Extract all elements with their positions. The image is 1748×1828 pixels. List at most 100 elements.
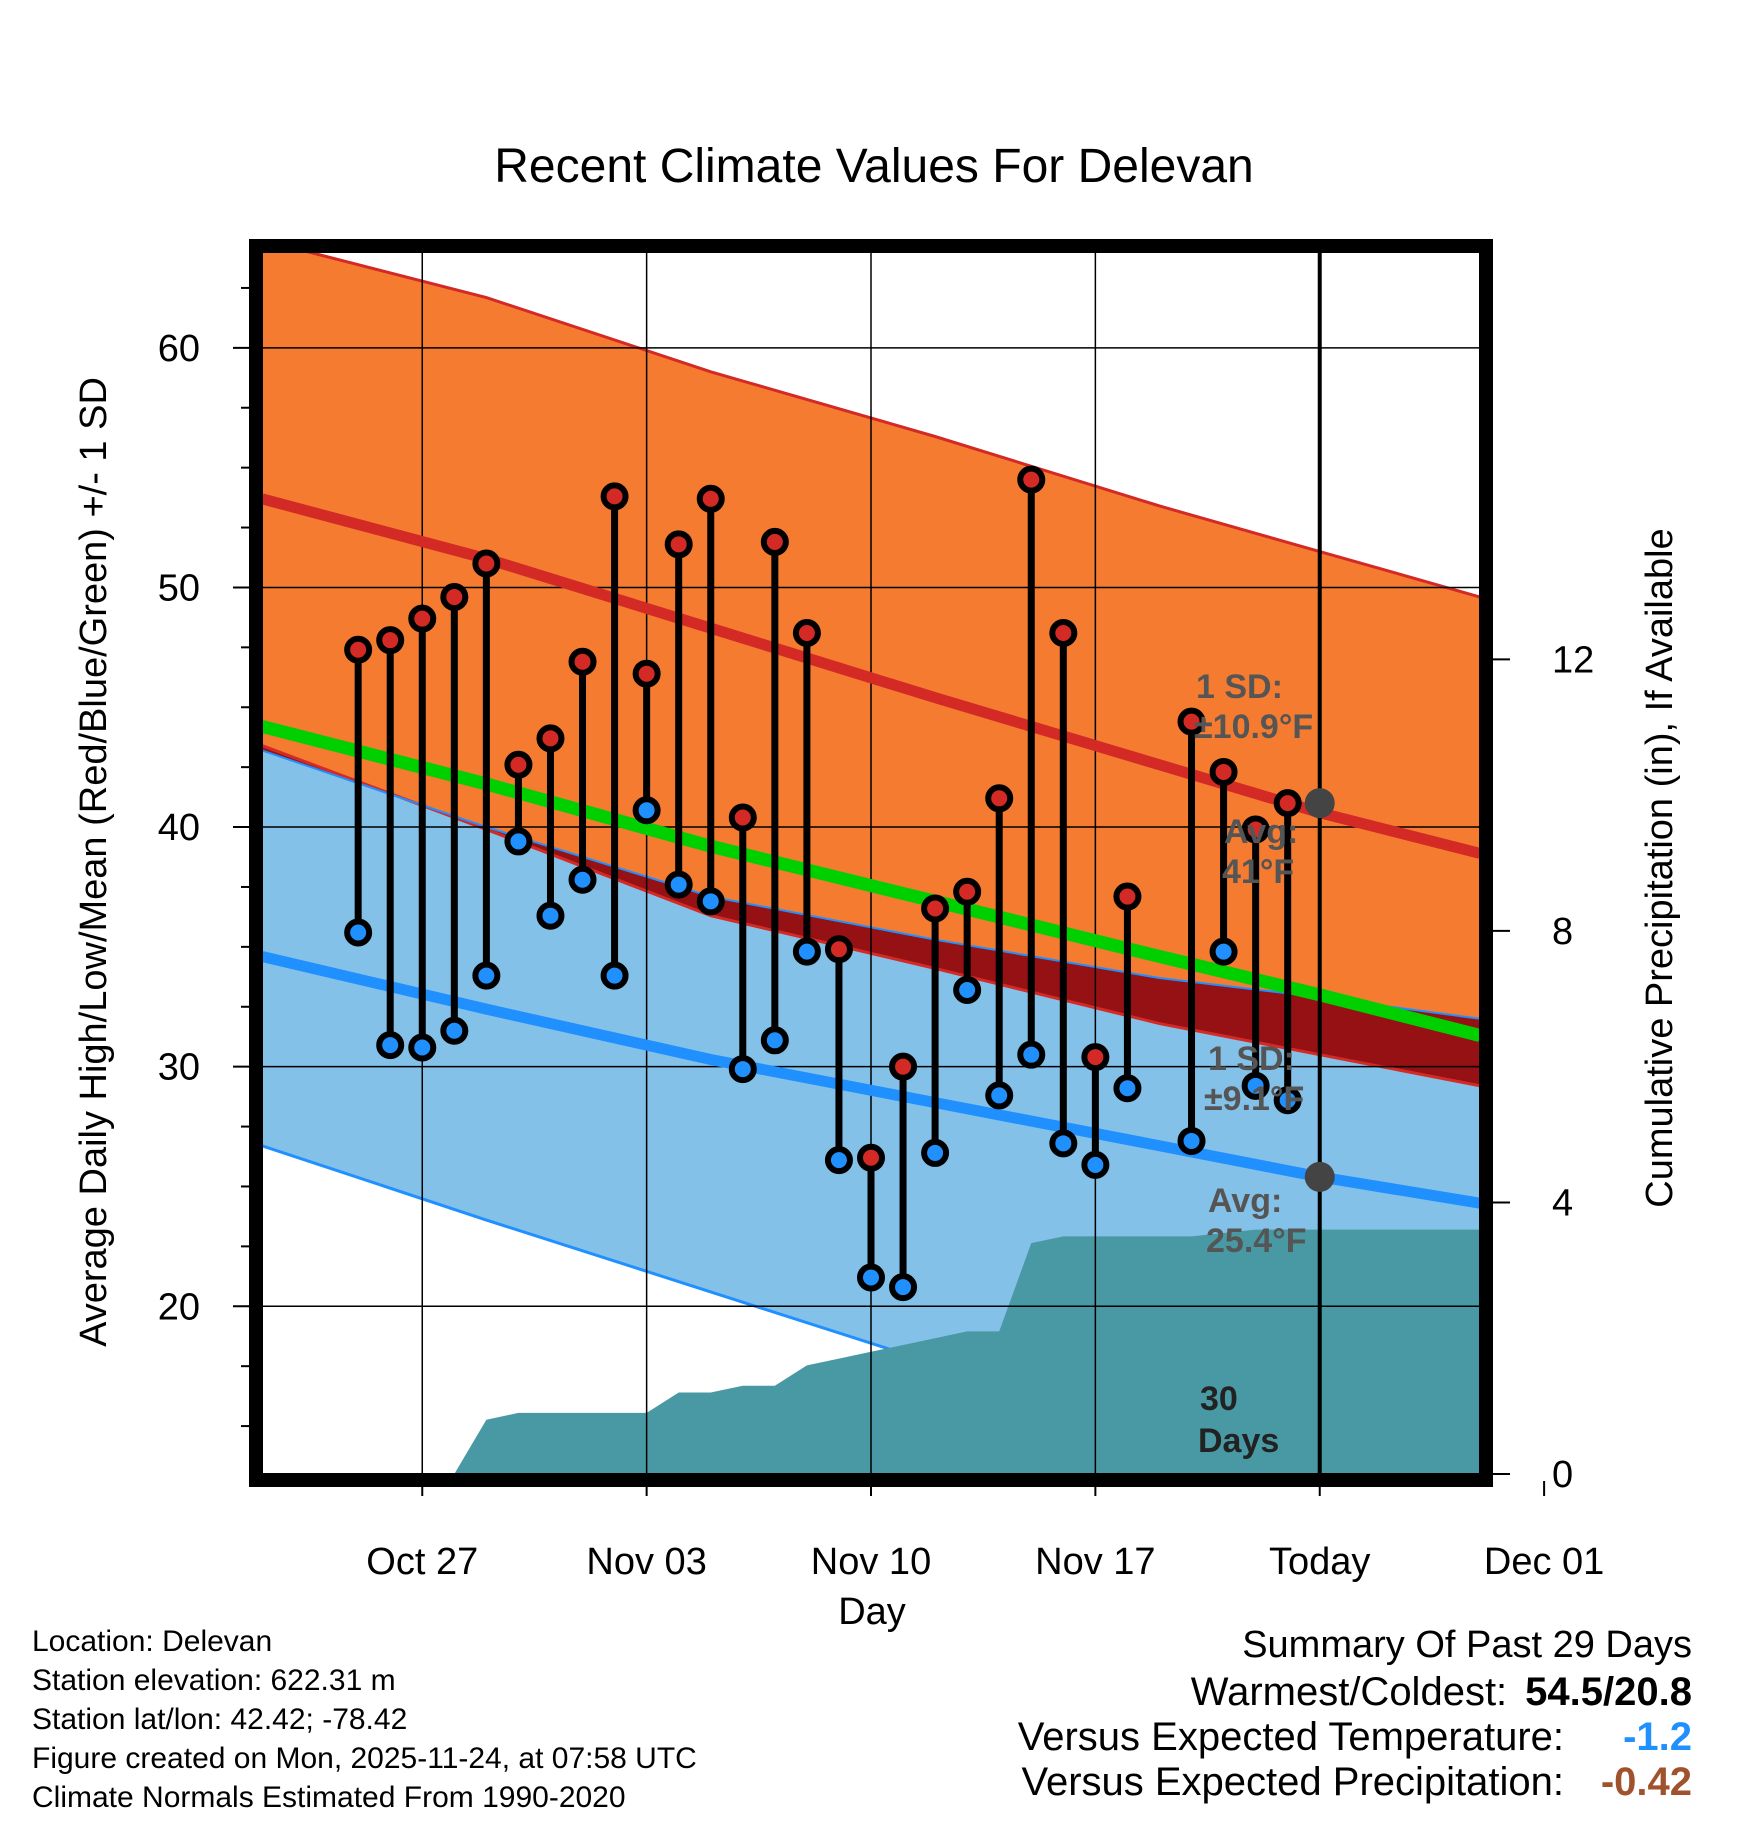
daily-low-point [600,961,629,990]
daily-low-point [1017,1040,1046,1069]
daily-high-point [632,659,661,688]
daily-high-point [985,784,1014,813]
precip-departure-label: Versus Expected Precipitation: [1021,1760,1564,1804]
daily-high-point [440,583,469,612]
figure-created: Figure created on Mon, 2025-11-24, at 07… [32,1742,697,1775]
temp-departure-value: -1.2 [1623,1715,1692,1759]
daily-low-point [472,961,501,990]
daily-low-point [921,1138,950,1167]
daily-high-point [1241,815,1270,844]
low-sd-value: ±9.1°F [1204,1080,1304,1118]
x-tick-label: Nov 17 [1035,1541,1155,1583]
daily-high-point [344,635,373,664]
x-tick-label: Nov 10 [811,1541,931,1583]
daily-markers [344,465,1302,1302]
high-sd-label: 1 SD: [1196,668,1283,706]
daily-low-point [696,887,725,916]
daily-low-point [1177,1126,1206,1155]
daily-low-point [440,1016,469,1045]
y-tick-label: 60 [158,328,200,370]
daily-high-point [728,803,757,832]
daily-range-stems [354,479,1292,1288]
x-tick-label: Dec 01 [1484,1541,1604,1583]
station-location: Location: Delevan [32,1625,273,1658]
high-sd-value: ±10.9°F [1194,708,1313,746]
daily-low-point [728,1055,757,1084]
daily-high-point [1017,465,1046,494]
daily-low-point [760,1026,789,1055]
plot-area: 1 SD: ±10.9°F Avg: 41°F 1 SD: ±9.1°F Avg… [262,252,1480,1474]
daily-low-point [792,937,821,966]
summary-heading: Summary Of Past 29 Days [1242,1624,1692,1666]
daily-low-point [1209,937,1238,966]
station-latlon: Station lat/lon: 42.42; -78.42 [32,1703,408,1736]
high-avg-label: Avg: [1224,813,1298,851]
daily-high-point [664,530,693,559]
daily-low-point [632,796,661,825]
axis-ticks: Oct 27 Nov 03 Nov 10 Nov 17 Today Dec 01 20 30 4… [158,286,1604,1583]
x-tick-label: Oct 27 [366,1541,478,1583]
daily-high-point [408,604,437,633]
daily-high-point [1177,707,1206,736]
daily-high-point [1113,882,1142,911]
daily-low-point [344,918,373,947]
low-sd-label: 1 SD: [1208,1040,1295,1078]
daily-high-point [376,626,405,655]
temp-departure-label: Versus Expected Temperature: [1017,1715,1564,1759]
daily-high-point [1049,618,1078,647]
today-high-normal-marker [1304,788,1335,819]
warm-cold-value: 54.5/20.8 [1525,1670,1692,1714]
daily-low-point [889,1273,918,1302]
low-avg-value: 25.4°F [1206,1222,1307,1260]
y-axis-left-label: Average Daily High/Low/Mean (Red/Blue/Gr… [73,377,115,1347]
daily-low-point [1049,1129,1078,1158]
precip-departure-value: -0.42 [1600,1760,1692,1804]
daily-low-point [824,1146,853,1175]
daily-low-point [1273,1086,1302,1115]
station-info: Location: Delevan Station elevation: 622… [32,1622,697,1817]
y-tick-label: 40 [158,807,200,849]
daily-high-point [1081,1043,1110,1072]
daily-low-point [376,1031,405,1060]
x-tick-label: Nov 03 [586,1541,706,1583]
daily-high-point [536,724,565,753]
daily-low-point [1081,1150,1110,1179]
summary-panel: Summary Of Past 29 Days Warmest/Coldest:… [1018,1620,1692,1805]
daily-high-point [472,549,501,578]
x-axis-label: Day [838,1591,906,1633]
daily-low-point [504,827,533,856]
daily-high-point [1273,789,1302,818]
station-elevation: Station elevation: 622.31 m [32,1664,396,1697]
today-low-normal-marker [1304,1161,1335,1192]
y-right-tick-label: 8 [1552,911,1573,953]
daily-high-point [568,647,597,676]
daily-low-point [408,1033,437,1062]
y-right-tick-label: 4 [1552,1182,1573,1224]
daily-high-point [824,935,853,964]
normals-period: Climate Normals Estimated From 1990-2020 [32,1781,626,1814]
y-axis-right-label: Cumulative Precipitation (in), If Availa… [1639,528,1681,1207]
chart-title: Recent Climate Values For Delevan [494,140,1253,193]
daily-low-point [664,870,693,899]
daily-low-point [857,1263,885,1292]
daily-high-point [921,894,950,923]
y-right-tick-label: 12 [1552,639,1594,681]
daily-high-point [504,750,533,779]
plot-frame [249,239,1493,1487]
daily-high-point [857,1143,885,1172]
daily-high-point [953,877,982,906]
y-tick-label: 50 [158,567,200,609]
days-count: 30 [1200,1380,1238,1418]
band-overlap [262,745,1480,1086]
daily-high-point [1209,757,1238,786]
daily-low-point [953,975,982,1004]
y-tick-label: 20 [158,1286,200,1328]
daily-high-point [760,527,789,556]
daily-high-point [600,482,629,511]
daily-high-point [889,1052,918,1081]
low-avg-label: Avg: [1208,1182,1282,1220]
daily-low-point [1113,1074,1142,1103]
warm-cold-label: Warmest/Coldest: [1190,1670,1508,1714]
daily-low-point [1241,1071,1270,1100]
